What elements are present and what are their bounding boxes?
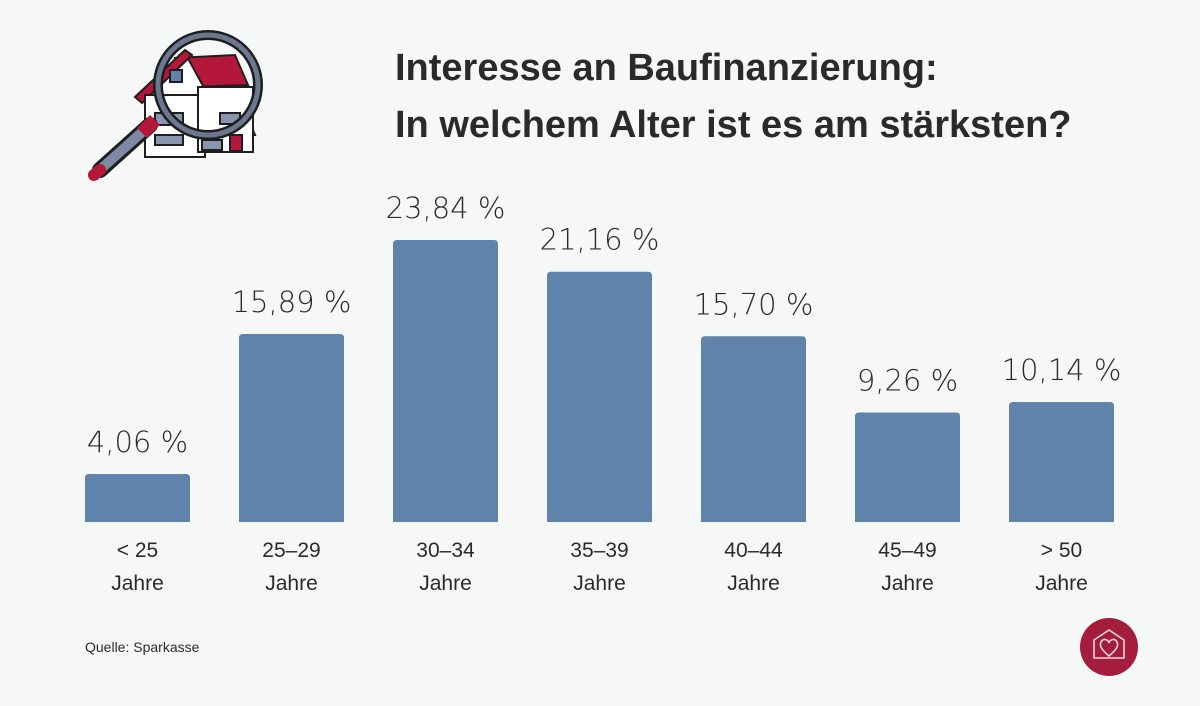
data-label: 21,16 % [540, 223, 660, 257]
data-label: 4,06 % [87, 425, 188, 459]
house-heart-logo [1080, 618, 1138, 676]
bar [547, 271, 652, 522]
category-label: < 25 [117, 539, 158, 562]
data-label: 10,14 % [1002, 353, 1122, 387]
category-label: 40–44 [724, 539, 783, 562]
magnifying-glass-icon [88, 30, 263, 181]
bar [701, 336, 806, 522]
bar [85, 473, 190, 522]
source-note: Quelle: Sparkasse [85, 639, 200, 655]
category-label: Jahre [573, 572, 626, 595]
title-line-2: In welchem Alter ist es am stärksten? [395, 104, 1072, 146]
category-label: 35–39 [570, 539, 628, 562]
bar [239, 334, 344, 522]
category-label: 25–29 [262, 539, 320, 562]
bar [1009, 402, 1114, 522]
data-label: 15,89 % [232, 285, 352, 319]
category-label: Jahre [1035, 572, 1088, 595]
category-label: > 50 [1041, 539, 1082, 562]
category-label: Jahre [111, 572, 164, 595]
category-label: Jahre [265, 572, 318, 595]
bar [855, 412, 960, 522]
category-label: Jahre [419, 572, 472, 595]
data-label: 9,26 % [857, 363, 958, 397]
magnifier-house-illustration [88, 30, 263, 181]
data-label: 15,70 % [694, 287, 814, 321]
category-label: Jahre [881, 572, 934, 595]
bar [393, 240, 498, 522]
title-line-1: Interesse an Baufinanzierung: [395, 47, 938, 89]
data-label: 23,84 % [386, 191, 506, 225]
category-label: 45–49 [878, 539, 936, 562]
category-label: Jahre [727, 572, 780, 595]
category-label: 30–34 [416, 539, 475, 562]
chart-title: Interesse an Baufinanzierung: In welchem… [395, 40, 1072, 154]
